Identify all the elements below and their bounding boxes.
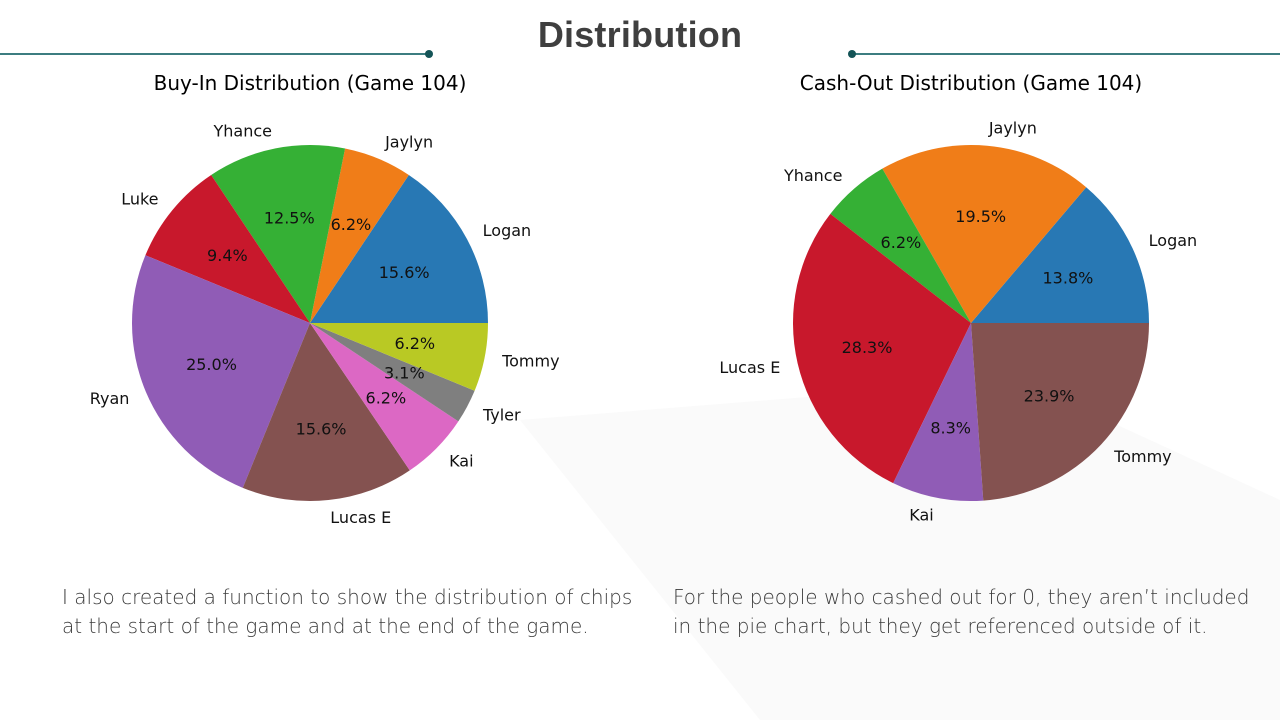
pie-slice-label-kai: Kai bbox=[909, 506, 933, 525]
pie-pct-label-tyler: 3.1% bbox=[384, 364, 425, 383]
pie-pct-label-luke: 9.4% bbox=[207, 246, 248, 265]
pie-slice-label-yhance: Yhance bbox=[783, 166, 843, 185]
slide-title: Distribution bbox=[537, 14, 743, 55]
pie-slice-label-jaylyn: Jaylyn bbox=[988, 119, 1037, 138]
cash-out-pie-chart: Cash-Out Distribution (Game 104) 13.8% Log… bbox=[719, 71, 1198, 525]
chart-title: Cash-Out Distribution (Game 104) bbox=[800, 71, 1142, 95]
pie-slice-lucas-e bbox=[242, 323, 410, 501]
pie-slice-jaylyn bbox=[882, 144, 1087, 323]
pie-slice-label-lucas-e: Lucas E bbox=[330, 508, 391, 527]
pie-pct-label-logan: 13.8% bbox=[1043, 269, 1094, 288]
pie-slice-logan bbox=[310, 174, 488, 323]
pie-slice-kai bbox=[310, 323, 459, 471]
title-rule-left-dot bbox=[425, 50, 433, 58]
title-rule-right-dot bbox=[848, 50, 856, 58]
pie-pct-label-yhance: 12.5% bbox=[264, 209, 315, 228]
pie-slice-yhance bbox=[830, 168, 971, 323]
title-rule-left bbox=[0, 53, 428, 55]
pie-slice-label-luke: Luke bbox=[121, 189, 158, 208]
pie-pct-label-jaylyn: 19.5% bbox=[955, 207, 1006, 226]
caption-right: For the people who cashed out for 0, the… bbox=[673, 585, 1250, 638]
pie-pct-label-jaylyn: 6.2% bbox=[331, 215, 372, 234]
title-rule-right bbox=[852, 53, 1280, 55]
pie-slice-label-tommy: Tommy bbox=[1113, 447, 1171, 466]
pie-slice-lucas-e bbox=[793, 213, 971, 484]
pie-pct-label-lucas-e: 15.6% bbox=[296, 420, 347, 439]
pie-slice-label-logan: Logan bbox=[483, 221, 532, 240]
buy-in-pie-chart: Buy-In Distribution (Game 104) 15.6% Logan… bbox=[90, 71, 560, 527]
pie-slice-label-yhance: Yhance bbox=[213, 121, 273, 140]
caption-left: I also created a function to show the di… bbox=[62, 585, 633, 638]
pie-pct-label-tommy: 23.9% bbox=[1024, 386, 1075, 405]
pie-slice-logan bbox=[971, 187, 1149, 323]
pie-slice-jaylyn bbox=[310, 148, 409, 323]
pie-pct-label-logan: 15.6% bbox=[379, 263, 430, 282]
pie-slice-label-tommy: Tommy bbox=[501, 351, 559, 370]
pie-slice-tommy bbox=[310, 323, 488, 391]
pie-slice-label-jaylyn: Jaylyn bbox=[384, 133, 433, 152]
pie-slice-label-logan: Logan bbox=[1149, 231, 1198, 250]
pie-pct-label-kai: 8.3% bbox=[930, 418, 971, 437]
pie-slice-ryan bbox=[132, 255, 310, 488]
pie-pct-label-yhance: 6.2% bbox=[881, 233, 922, 252]
pie-slice-yhance bbox=[211, 145, 346, 323]
pie-slice-kai bbox=[893, 323, 984, 501]
pie-pct-label-ryan: 25.0% bbox=[186, 355, 237, 374]
pie-slice-label-tyler: Tyler bbox=[482, 405, 521, 424]
pie-slice-tyler bbox=[310, 323, 475, 422]
pie-slice-label-lucas-e: Lucas E bbox=[719, 358, 780, 377]
pie-pct-label-tommy: 6.2% bbox=[394, 334, 435, 353]
pie-pct-label-kai: 6.2% bbox=[366, 389, 407, 408]
chart-title: Buy-In Distribution (Game 104) bbox=[154, 71, 467, 95]
pie-slice-label-kai: Kai bbox=[449, 451, 473, 470]
pie-slice-tommy bbox=[971, 323, 1149, 501]
pie-slice-label-ryan: Ryan bbox=[90, 389, 130, 408]
pie-pct-label-lucas-e: 28.3% bbox=[842, 338, 893, 357]
pie-slice-luke bbox=[145, 174, 310, 323]
